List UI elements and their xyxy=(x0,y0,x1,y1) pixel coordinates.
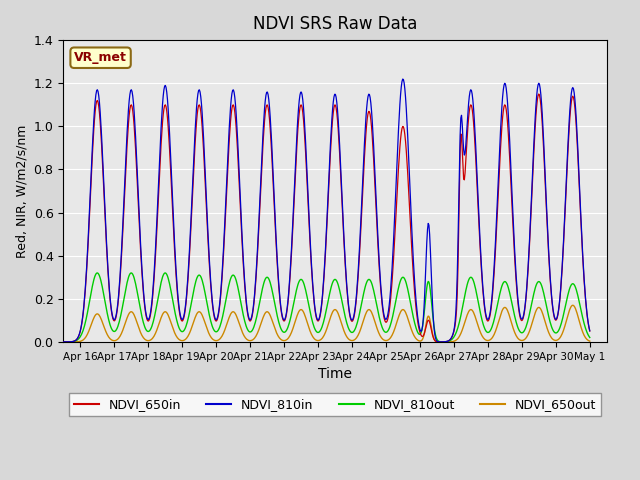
Y-axis label: Red, NIR, W/m2/s/nm: Red, NIR, W/m2/s/nm xyxy=(15,124,28,258)
Text: VR_met: VR_met xyxy=(74,51,127,64)
Legend: NDVI_650in, NDVI_810in, NDVI_810out, NDVI_650out: NDVI_650in, NDVI_810in, NDVI_810out, NDV… xyxy=(68,394,601,417)
X-axis label: Time: Time xyxy=(318,367,352,381)
Title: NDVI SRS Raw Data: NDVI SRS Raw Data xyxy=(253,15,417,33)
